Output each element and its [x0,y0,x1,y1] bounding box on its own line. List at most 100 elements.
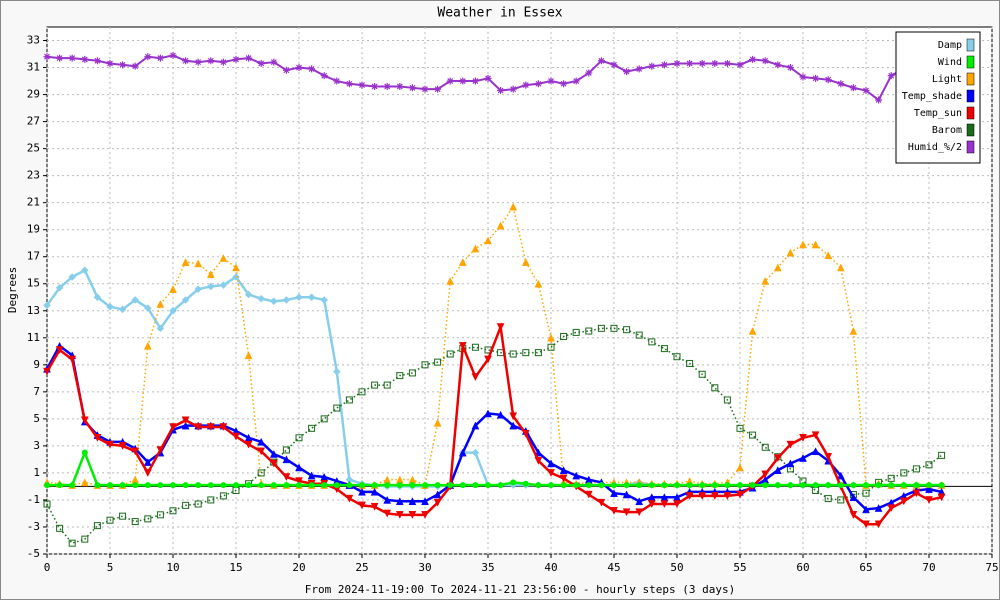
plot-area [46,26,993,555]
marker [119,482,126,489]
marker [471,77,479,85]
marker [786,64,794,72]
marker [181,258,190,266]
marker [106,302,114,311]
marker [206,270,215,279]
marker [245,482,252,489]
marker [836,263,845,272]
marker [68,355,77,364]
marker [787,482,794,489]
marker [774,61,782,69]
marker [68,539,76,547]
marker [485,482,491,489]
marker [912,489,921,498]
marker [749,482,756,489]
marker [611,482,617,489]
marker [863,482,869,489]
marker [269,459,278,468]
marker [44,482,50,489]
marker [836,471,845,480]
marker [94,482,101,489]
marker [446,276,455,285]
marker [345,494,354,503]
marker [484,409,492,418]
marker [773,454,782,463]
marker [80,266,89,275]
marker [636,482,643,489]
marker [736,61,744,69]
marker [547,343,555,351]
marker [396,482,403,489]
marker [471,343,479,351]
marker [585,482,592,489]
marker [194,58,202,66]
marker [585,327,593,335]
marker [623,482,630,489]
marker [257,469,265,477]
marker [648,482,655,489]
marker [106,440,114,449]
marker [610,61,618,69]
marker [711,384,719,392]
marker [799,73,807,81]
legend-swatch [966,123,975,137]
marker [194,423,203,432]
marker [270,482,277,489]
marker [157,482,164,489]
marker [194,285,203,294]
marker [698,59,706,67]
marker [257,294,266,303]
y-tick-label: 19 [27,223,40,236]
marker [359,482,365,489]
marker [660,61,668,69]
marker [207,57,215,65]
marker [559,466,568,474]
marker [43,301,51,310]
marker [862,87,870,95]
marker [874,503,883,512]
marker [131,447,140,456]
marker [220,482,227,489]
marker [938,482,945,489]
marker [434,85,442,93]
marker [698,370,706,378]
marker [156,324,165,333]
marker [257,447,266,456]
marker [458,448,467,457]
marker [383,509,392,518]
marker [232,432,240,441]
marker [824,452,833,461]
x-tick-label: 40 [544,561,557,574]
marker [522,81,530,89]
marker [408,497,417,506]
marker [156,511,164,519]
y-tick-label: 1 [33,466,40,479]
marker [773,263,782,272]
marker [913,482,920,489]
y-tick-label: 3 [33,439,40,452]
marker [560,482,567,489]
marker [43,53,51,61]
marker [93,57,101,65]
marker [93,293,102,302]
x-tick-label: 55 [733,561,746,574]
marker [648,338,656,346]
marker [320,72,328,80]
marker [269,297,278,306]
marker [811,431,820,440]
legend-label: Humid_%/2 [908,142,962,153]
marker [635,508,644,517]
x-tick-label: 70 [922,561,935,574]
marker [673,500,681,509]
marker [623,326,631,334]
legend-label: Temp_sun [914,108,962,119]
marker [143,458,152,466]
x-tick-label: 0 [44,561,51,574]
marker [245,54,253,62]
legend-swatch [966,106,975,120]
marker [182,57,190,65]
marker [547,469,555,477]
y-tick-label: 33 [27,34,40,47]
legend-swatch [966,55,975,69]
marker [925,485,933,493]
